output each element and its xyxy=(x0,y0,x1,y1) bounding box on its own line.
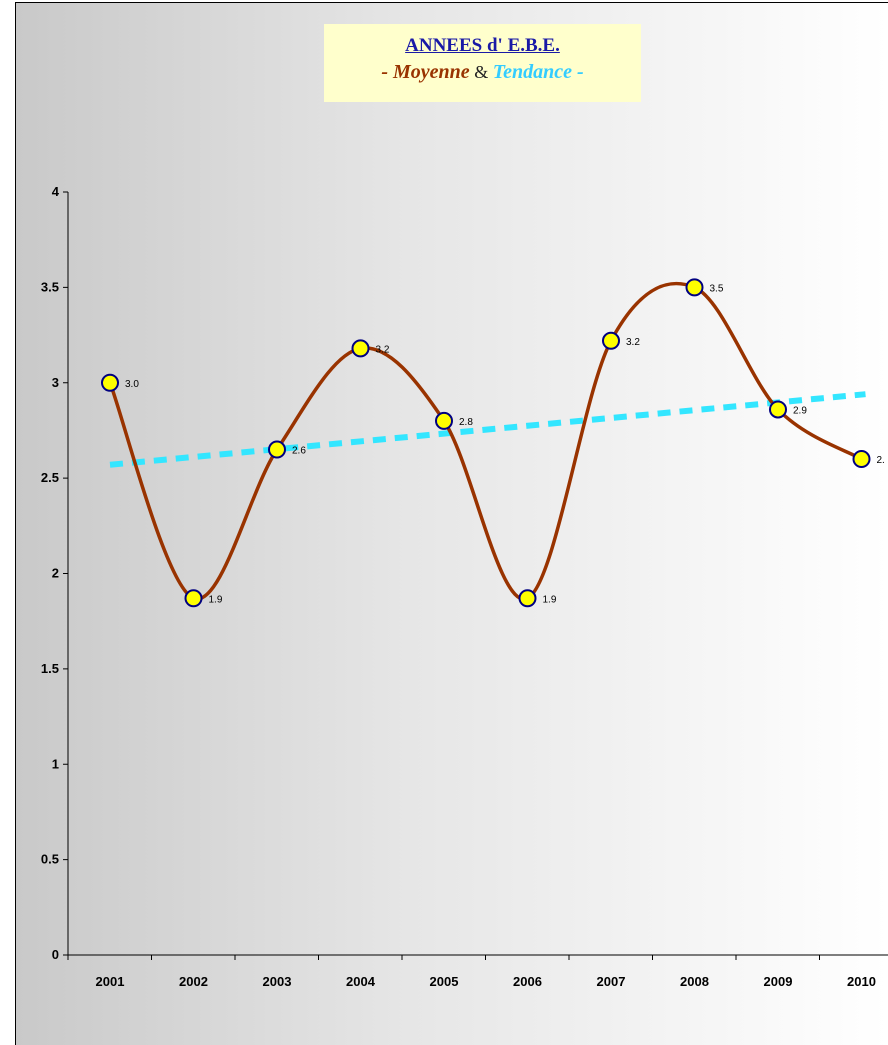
x-tick-label: 2009 xyxy=(764,974,793,989)
subtitle-ampersand: & xyxy=(469,62,493,82)
y-tick-label: 3 xyxy=(52,375,59,390)
y-tick-label: 4 xyxy=(52,184,60,199)
y-tick-label: 3.5 xyxy=(41,279,59,294)
x-tick-label: 2008 xyxy=(680,974,709,989)
series-line-moyenne xyxy=(108,281,863,601)
x-tick-label: 2010 xyxy=(847,974,876,989)
data-point-marker xyxy=(852,450,871,469)
chart-title: ANNEES d' E.B.E. xyxy=(405,35,560,56)
y-tick-label: 1.5 xyxy=(41,661,59,676)
y-tick-label: 2 xyxy=(52,566,59,581)
subtitle-moyenne: Moyenne xyxy=(393,61,470,83)
data-label: 2. xyxy=(877,455,885,466)
x-tick-label: 2002 xyxy=(179,974,208,989)
x-tick-label: 2007 xyxy=(597,974,626,989)
data-label: 1.9 xyxy=(543,594,557,605)
data-label: 3.5 xyxy=(710,283,724,294)
x-tick-label: 2006 xyxy=(513,974,542,989)
data-point-marker xyxy=(769,400,787,419)
x-tick-label: 2003 xyxy=(263,974,292,989)
data-point-marker xyxy=(518,589,537,608)
data-label: 2.8 xyxy=(459,417,473,428)
chart-subtitle: - Moyenne & Tendance - xyxy=(324,61,641,84)
data-point-marker xyxy=(101,373,119,392)
data-label: 3.0 xyxy=(125,379,139,390)
x-tick-label: 2001 xyxy=(96,974,125,989)
data-point-marker xyxy=(184,589,203,608)
y-tick-label: 0.5 xyxy=(41,852,59,867)
y-tick-label: 2.5 xyxy=(41,470,59,485)
trendline xyxy=(109,391,866,468)
data-label: 2.9 xyxy=(793,405,807,416)
subtitle-prefix: - xyxy=(381,61,394,83)
data-label: 3.2 xyxy=(626,337,640,348)
data-label: 2.6 xyxy=(292,446,306,457)
data-point-marker xyxy=(268,440,286,459)
chart-area xyxy=(15,2,888,1045)
y-tick-label: 0 xyxy=(52,947,59,962)
data-point-marker xyxy=(685,278,704,297)
data-point-marker xyxy=(435,411,453,430)
chart-title-box: ANNEES d' E.B.E. - Moyenne & Tendance - xyxy=(324,24,641,102)
data-label: 3.2 xyxy=(376,344,390,355)
x-tick-label: 2005 xyxy=(430,974,459,989)
subtitle-tendance: Tendance xyxy=(492,61,572,83)
data-point-marker xyxy=(602,331,620,350)
y-tick-label: 1 xyxy=(52,756,59,771)
x-tick-label: 2004 xyxy=(346,974,376,989)
subtitle-suffix: - xyxy=(571,61,584,83)
data-label: 1.9 xyxy=(209,594,223,605)
data-point-marker xyxy=(351,339,370,358)
